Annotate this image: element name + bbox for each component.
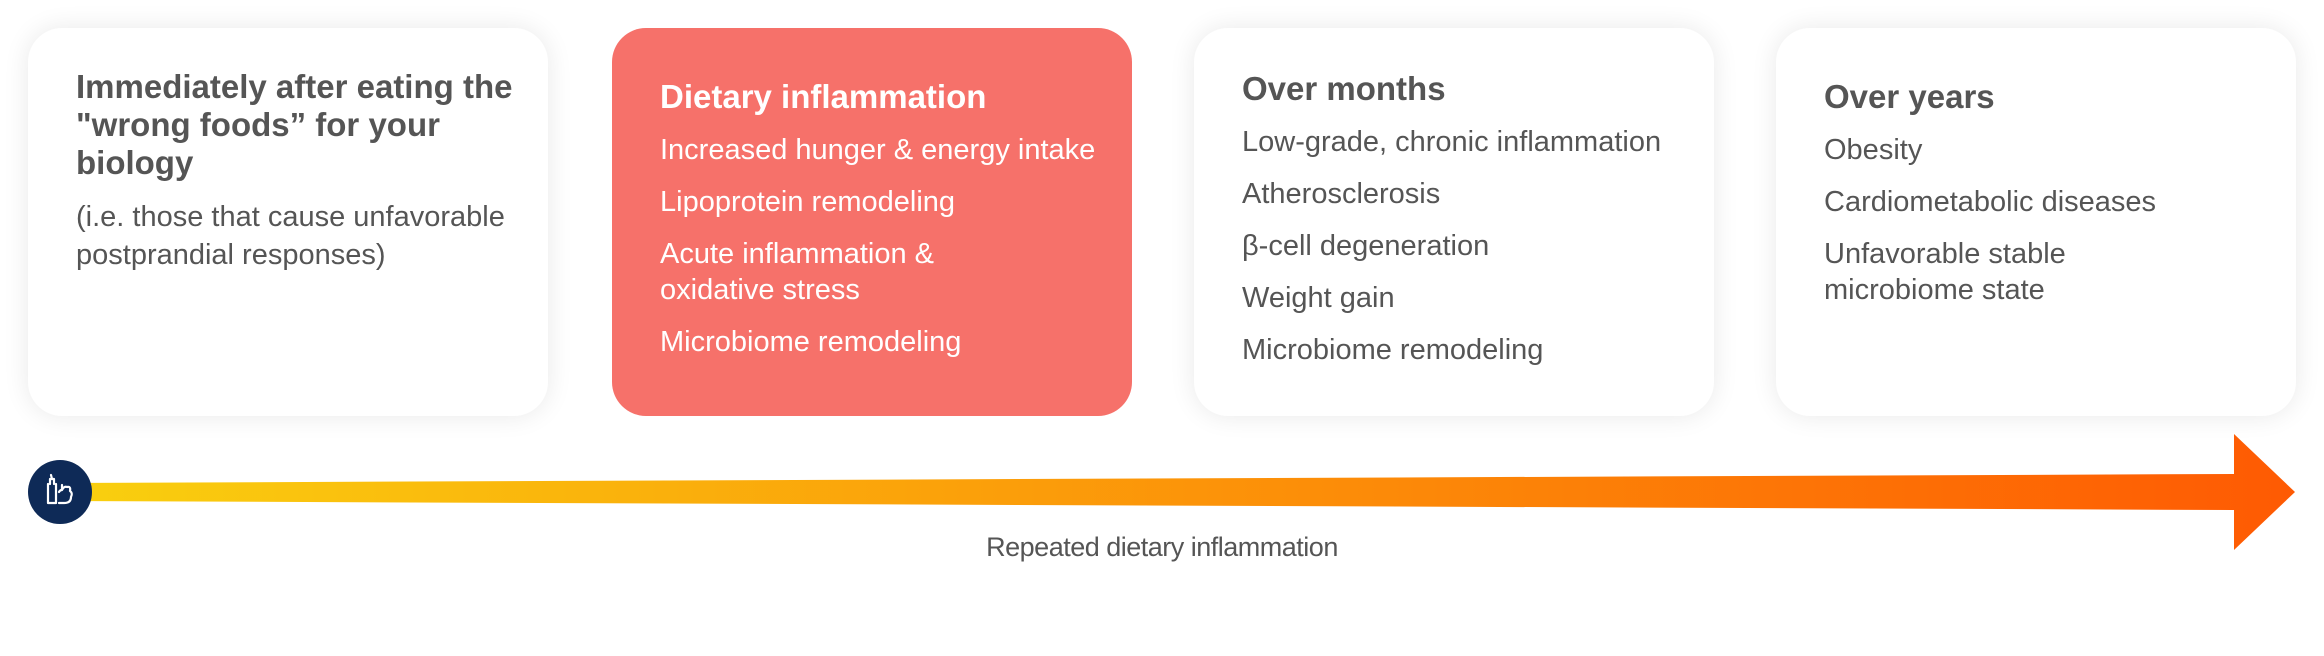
card-immediate-subtitle: (i.e. those that cause unfavorable postp… [76, 201, 505, 271]
food-icon [28, 460, 92, 524]
card-dietary-inflammation: Dietary inflammation Increased hunger & … [612, 28, 1132, 416]
card-dietary-inflammation-item: Microbiome remodeling [660, 326, 962, 358]
card-over-months-item: Atherosclerosis [1242, 178, 1441, 210]
card-dietary-inflammation-item: Increased hunger & energy intake [660, 134, 1096, 166]
card-over-months-title: Over months [1242, 70, 1446, 107]
card-over-years-title: Over years [1824, 78, 1995, 115]
card-immediate: Immediately after eating the "wrong food… [28, 28, 548, 416]
card-over-months-item: Low-grade, chronic inflammation [1242, 126, 1662, 158]
card-immediate-title: Immediately after eating the "wrong food… [76, 68, 513, 181]
timeline-arrow [28, 434, 2295, 550]
card-over-months-item: β-cell degeneration [1242, 230, 1490, 262]
card-over-months-item: Weight gain [1242, 282, 1395, 314]
card-dietary-inflammation-item: Acute inflammation & oxidative stress [660, 238, 935, 306]
card-over-years-item: Cardiometabolic diseases [1824, 186, 2157, 218]
card-over-years-item: Obesity [1824, 134, 1923, 166]
card-over-months-item: Microbiome remodeling [1242, 334, 1544, 366]
card-dietary-inflammation-item: Lipoprotein remodeling [660, 186, 956, 218]
timeline-arrow-shape [60, 434, 2295, 550]
card-over-years: Over years Obesity Cardiometabolic disea… [1776, 28, 2296, 416]
card-over-years-item: Unfavorable stable microbiome state [1824, 238, 2066, 306]
card-over-months: Over months Low-grade, chronic inflammat… [1194, 28, 1714, 416]
card-dietary-inflammation-title: Dietary inflammation [660, 78, 987, 115]
timeline-label: Repeated dietary inflammation [986, 532, 1338, 562]
